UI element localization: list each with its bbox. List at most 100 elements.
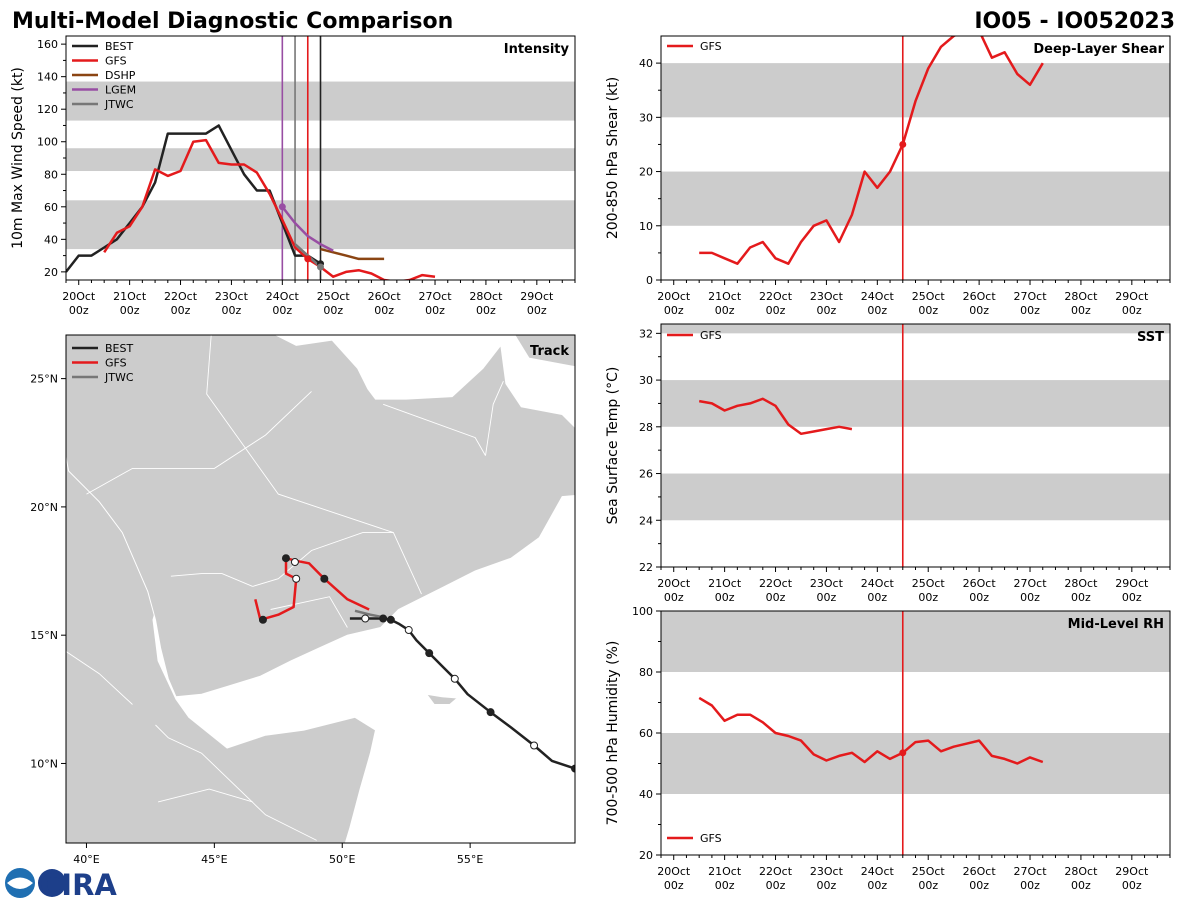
country-border-1 [170,573,253,587]
rh-ylabel: 700-500 hPa Humidity (%) [605,641,621,826]
shear-xtick-date: 22Oct [759,290,793,303]
cira-logo: CIRA [5,868,117,900]
shear-ytick-label: 20 [639,166,653,179]
track-point-best [486,708,495,717]
rh-marker-gfs [899,749,907,757]
rh-ytick-label: 80 [639,666,653,679]
rh-ytick-label: 40 [639,788,653,801]
intensity-marker-jtwc [317,263,324,271]
track-lon-label: 40°E [73,853,99,866]
intensity-xtick-date: 29Oct [520,290,554,303]
shear-legend-label-gfs: GFS [700,40,722,53]
shear-xtick-hour: 00z [918,304,938,317]
rh-xtick-hour: 00z [817,879,837,892]
sst-xtick-date: 25Oct [912,577,946,590]
shear-title: Deep-Layer Shear [1033,42,1164,57]
rh-series-gfs [698,696,1044,765]
track-legend-label-best: BEST [105,342,133,355]
intensity-series-lgem [281,206,334,252]
sst-frame [660,323,1171,568]
shear-xtick-hour: 00z [969,304,989,317]
intensity-xtick-hour: 00z [323,304,343,317]
sst-xtick-date: 20Oct [657,577,691,590]
shear-band-0 [661,171,1170,226]
rh-plot-area [661,611,1170,855]
sst-xtick-date: 29Oct [1115,577,1149,590]
track-panel: 40°E 45°E 50°E 55°E 10°N 15°N 20°N 25°N Track BES… [30,334,576,866]
track-legend-label-jtwc: JTWC [104,371,134,384]
sst-plot-area [661,324,1170,567]
intensity-ytick-label: 120 [37,103,58,116]
track-lat-label: 20°N [30,501,58,514]
csu-globe-icon [38,869,66,897]
intensity-marker-lgem [278,203,286,211]
rh-xtick-hour: 00z [918,879,938,892]
intensity-plot-area [66,36,575,280]
storm-id: IO05 - IO052023 [974,9,1175,34]
intensity-series-gfs [103,138,436,280]
shear-marker-gfs [899,140,907,148]
intensity-xtick-hour: 00z [527,304,547,317]
rh-xtick-date: 21Oct [708,865,742,878]
rh-xtick-hour: 00z [1122,879,1142,892]
land-arabia [66,335,575,698]
intensity-xtick-hour: 00z [374,304,394,317]
sst-xtick-hour: 00z [664,591,684,604]
shear-xtick-hour: 00z [664,304,684,317]
intensity-xtick-hour: 00z [69,304,89,317]
land-socotra [425,693,459,705]
track-point-best [530,741,539,750]
intensity-ytick-label: 160 [37,38,58,51]
track-point-gfs [292,574,301,583]
intensity-legend-label-lgem: LGEM [105,84,136,97]
sst-xtick-hour: 00z [969,591,989,604]
track-lon-label: 55°E [457,853,483,866]
rh-xtick-hour: 00z [1071,879,1091,892]
rh-title: Mid-Level RH [1068,617,1164,632]
sst-band-0 [661,473,1170,521]
sst-panel: 22242628303220Oct00z21Oct00z22Oct00z23Oc… [605,323,1171,604]
sst-xtick-hour: 00z [817,591,837,604]
sst-series-gfs [698,397,853,436]
track-point-jtwc [379,614,388,623]
track-line-jtwc [354,609,384,619]
sst-xtick-date: 27Oct [1014,577,1048,590]
intensity-ytick-label: 40 [44,233,58,246]
shear-xtick-date: 29Oct [1115,290,1149,303]
rh-band-1 [661,611,1170,672]
sst-xtick-hour: 00z [1122,591,1142,604]
cira-logo-text: CIRA [40,868,117,900]
track-point-best [425,649,434,658]
rh-ytick-label: 20 [639,849,653,862]
intensity-legend-label-jtwc: JTWC [104,98,134,111]
rh-xtick-date: 24Oct [861,865,895,878]
rh-xtick-date: 26Oct [963,865,997,878]
country-border-7 [66,650,133,705]
country-border-8 [270,596,348,628]
rh-xtick-date: 25Oct [912,865,946,878]
intensity-xtick-date: 22Oct [164,290,198,303]
sst-ytick-label: 26 [639,468,653,481]
shear-ytick-label: 10 [639,220,653,233]
shear-xtick-date: 24Oct [861,290,895,303]
country-border-2 [206,335,394,534]
intensity-legend-label-gfs: GFS [105,55,127,68]
land-iran [462,335,575,368]
track-point-best [386,615,395,624]
intensity-xtick-date: 20Oct [62,290,96,303]
track-point-best [450,674,459,683]
shear-ytick-label: 0 [646,274,653,287]
sst-xtick-hour: 00z [715,591,735,604]
track-point-gfs [281,554,290,563]
track-lon-label: 50°E [329,853,355,866]
shear-xtick-date: 20Oct [657,290,691,303]
country-border-6 [155,724,317,841]
shear-xtick-hour: 00z [1020,304,1040,317]
rh-xtick-hour: 00z [715,879,735,892]
noaa-logo-wave-icon [7,877,33,889]
sst-ytick-label: 28 [639,421,653,434]
track-title: Track [530,344,569,359]
sst-xtick-hour: 00z [766,591,786,604]
intensity-xtick-date: 28Oct [469,290,503,303]
